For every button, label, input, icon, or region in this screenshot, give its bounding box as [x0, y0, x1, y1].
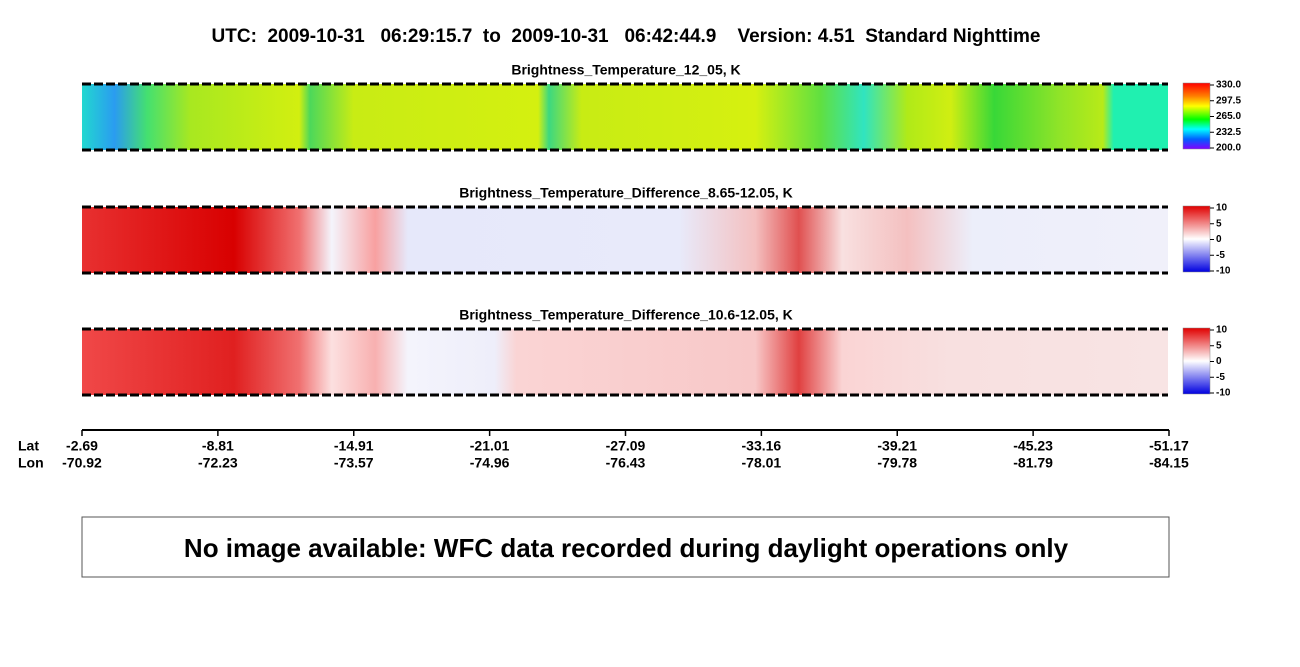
lat-tick-label: -14.91 [334, 438, 374, 454]
colorbar-label: 0 [1216, 234, 1222, 245]
lon-label: Lon [18, 455, 44, 471]
lat-tick-label: -45.23 [1013, 438, 1053, 454]
colorbar-label: 10 [1216, 203, 1228, 214]
colorbar-label: 265.0 [1216, 111, 1241, 122]
panel-title: Brightness_Temperature_Difference_10.6-1… [459, 307, 793, 323]
colorbar-label: 0 [1216, 356, 1222, 367]
lat-tick-label: -51.17 [1149, 438, 1189, 454]
lat-tick-label: -39.21 [877, 438, 917, 454]
colorbar-label: 5 [1216, 340, 1222, 351]
message-box [81, 516, 1170, 578]
colorbar [1182, 82, 1211, 150]
colorbar-label: 10 [1216, 325, 1228, 336]
lat-tick-label: -33.16 [742, 438, 782, 454]
colorbar-label: 232.5 [1216, 127, 1241, 138]
colorbar [1182, 205, 1211, 273]
colorbar-label: -10 [1216, 388, 1231, 399]
lon-tick-label: -70.92 [62, 455, 102, 471]
lon-tick-label: -76.43 [606, 455, 646, 471]
colorbar-label: -10 [1216, 266, 1231, 277]
lon-tick-label: -78.01 [742, 455, 782, 471]
page-title: UTC: 2009-10-31 06:29:15.7 to 2009-10-31… [212, 26, 1041, 47]
lat-tick-label: -21.01 [470, 438, 510, 454]
colorbar-label: 297.5 [1216, 95, 1241, 106]
lon-tick-label: -72.23 [198, 455, 238, 471]
colorbar-label: -5 [1216, 372, 1225, 383]
lon-tick-label: -81.79 [1013, 455, 1053, 471]
lon-tick-label: -74.96 [470, 455, 510, 471]
panel-title: Brightness_Temperature_Difference_8.65-1… [459, 185, 793, 201]
panel-image [82, 84, 1168, 150]
panel-title: Brightness_Temperature_12_05, K [511, 62, 740, 78]
message: No image available: WFC data recorded du… [184, 533, 1069, 563]
colorbar-label: -5 [1216, 250, 1225, 261]
lat-tick-label: -8.81 [202, 438, 234, 454]
panel-image [82, 207, 1168, 273]
lon-tick-label: -84.15 [1149, 455, 1189, 471]
lat-label: Lat [18, 438, 39, 454]
colorbar-label: 330.0 [1216, 80, 1241, 91]
lat-tick-label: -2.69 [66, 438, 98, 454]
lat-tick-label: -27.09 [606, 438, 646, 454]
colorbar-label: 200.0 [1216, 143, 1241, 154]
colorbar-label: 5 [1216, 218, 1222, 229]
lon-tick-label: -73.57 [334, 455, 374, 471]
panel-image [82, 329, 1168, 395]
lon-tick-label: -79.78 [877, 455, 917, 471]
colorbar [1182, 327, 1211, 395]
